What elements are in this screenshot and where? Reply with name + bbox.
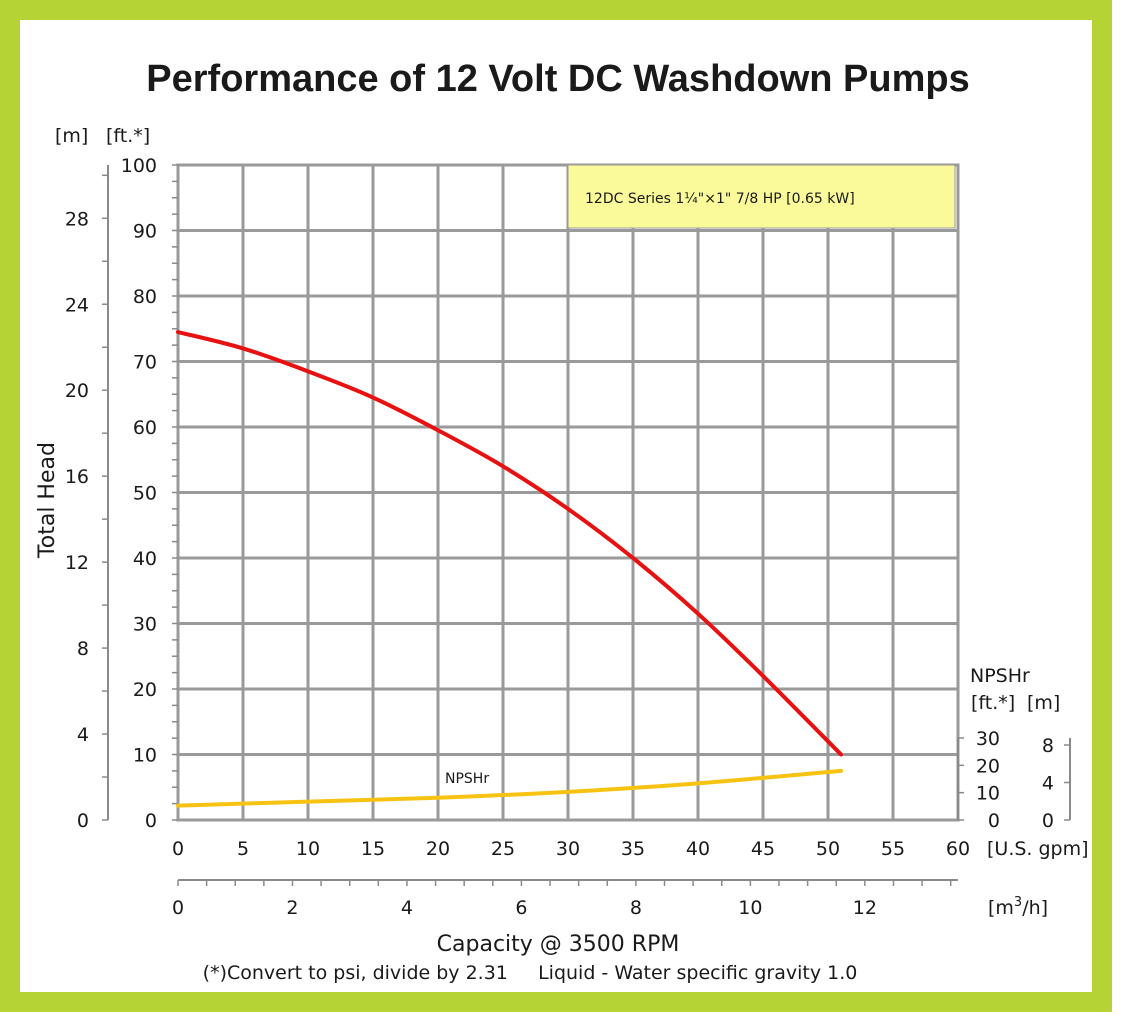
x-tick-m3h-label: 6 [515,897,527,919]
npshr-ft-ticks: 30 20 10 0 [958,728,1000,832]
x-axis-title: Capacity @ 3500 RPM [437,932,680,957]
npshr-ft-unit: [ft.*] [971,692,1015,714]
x-tick-m3h-label: 12 [853,897,877,919]
legend-label: 12DC Series 1¼"×1" 7/8 HP [0.65 kW] [585,191,855,207]
y-tick-ft-label: 80 [133,286,157,308]
x-tick-m3h-label: 10 [738,897,762,919]
x-tick-gpm-label: 45 [751,838,775,860]
y-axis-title: Total Head [35,442,60,559]
y-tick-m-label: 12 [65,552,89,574]
series-head-curve [176,330,843,757]
npshr-ft-tick-label: 30 [976,728,1000,750]
x-tick-gpm-label: 20 [426,838,450,860]
y-tick-ft-label: 20 [133,679,157,701]
x-tick-gpm-label: 55 [881,838,905,860]
y-tick-m-label: 24 [65,294,89,316]
npshr-m-ticks: 8 4 0 [1042,735,1070,832]
y-tick-m-label: 20 [65,380,89,402]
y-tick-m-label: 16 [65,466,89,488]
series-npshr-curve [176,768,843,808]
x-tick-m3h-label: 8 [630,897,642,919]
y-tick-m-label: 0 [77,810,89,832]
legend-box [567,164,956,229]
y-tick-ft-label: 70 [133,352,157,374]
chart-border [0,0,1112,1012]
npshr-m-tick-label: 8 [1042,735,1054,757]
x-tick-gpm-label: 10 [296,838,320,860]
x-axis-m3h-unit: [m3/h] [988,895,1048,919]
y-tick-ft-label: 40 [133,548,157,570]
y-tick-ft-label: 100 [121,155,157,177]
npshr-m-unit: [m] [1027,692,1060,714]
y-axis-m-unit: [m] [55,125,88,147]
x-axis-gpm-ticks: 0 5 10 15 20 25 30 35 40 45 50 55 60 [172,838,970,860]
y-tick-ft-label: 0 [145,810,157,832]
grid [176,163,960,822]
npshr-ft-tick-label: 0 [988,810,1000,832]
x-tick-gpm-label: 30 [556,838,580,860]
x-tick-gpm-label: 15 [361,838,385,860]
x-tick-gpm-label: 25 [491,838,515,860]
y-tick-ft-label: 50 [133,483,157,505]
x-tick-m3h-label: 4 [401,897,413,919]
x-tick-gpm-label: 50 [816,838,840,860]
y-tick-ft-label: 90 [133,221,157,243]
x-tick-gpm-label: 60 [946,838,970,860]
x-axis-gpm-unit: [U.S. gpm] [987,838,1089,860]
y-tick-m-label: 28 [65,208,89,230]
npshr-series-label: NPSHr [445,771,489,787]
footnote: (*)Convert to psi, divide by 2.31 Liquid… [203,962,858,984]
x-axis-m3h-ticks: 0 2 4 6 8 10 12 [172,880,952,919]
x-tick-gpm-label: 5 [237,838,249,860]
y-tick-ft-label: 10 [133,745,157,767]
npshr-m-tick-label: 4 [1042,773,1054,795]
y-tick-ft-label: 30 [133,614,157,636]
chart-title: Performance of 12 Volt DC Washdown Pumps [146,58,969,100]
npshr-ft-tick-label: 10 [976,783,1000,805]
x-tick-gpm-label: 35 [621,838,645,860]
y-axis-m-ticks: 28 24 20 16 12 8 4 0 [65,174,108,832]
y-tick-ft-label: 60 [133,417,157,439]
x-tick-gpm-label: 0 [172,838,184,860]
npshr-axis-title: NPSHr [970,665,1030,687]
x-tick-gpm-label: 40 [686,838,710,860]
y-tick-m-label: 4 [77,724,89,746]
x-tick-m3h-label: 0 [172,897,184,919]
npshr-ft-tick-label: 20 [976,755,1000,777]
y-tick-m-label: 8 [77,638,89,660]
x-tick-m3h-label: 2 [286,897,298,919]
npshr-m-tick-label: 0 [1042,810,1054,832]
y-axis-ft-unit: [ft.*] [106,125,150,147]
